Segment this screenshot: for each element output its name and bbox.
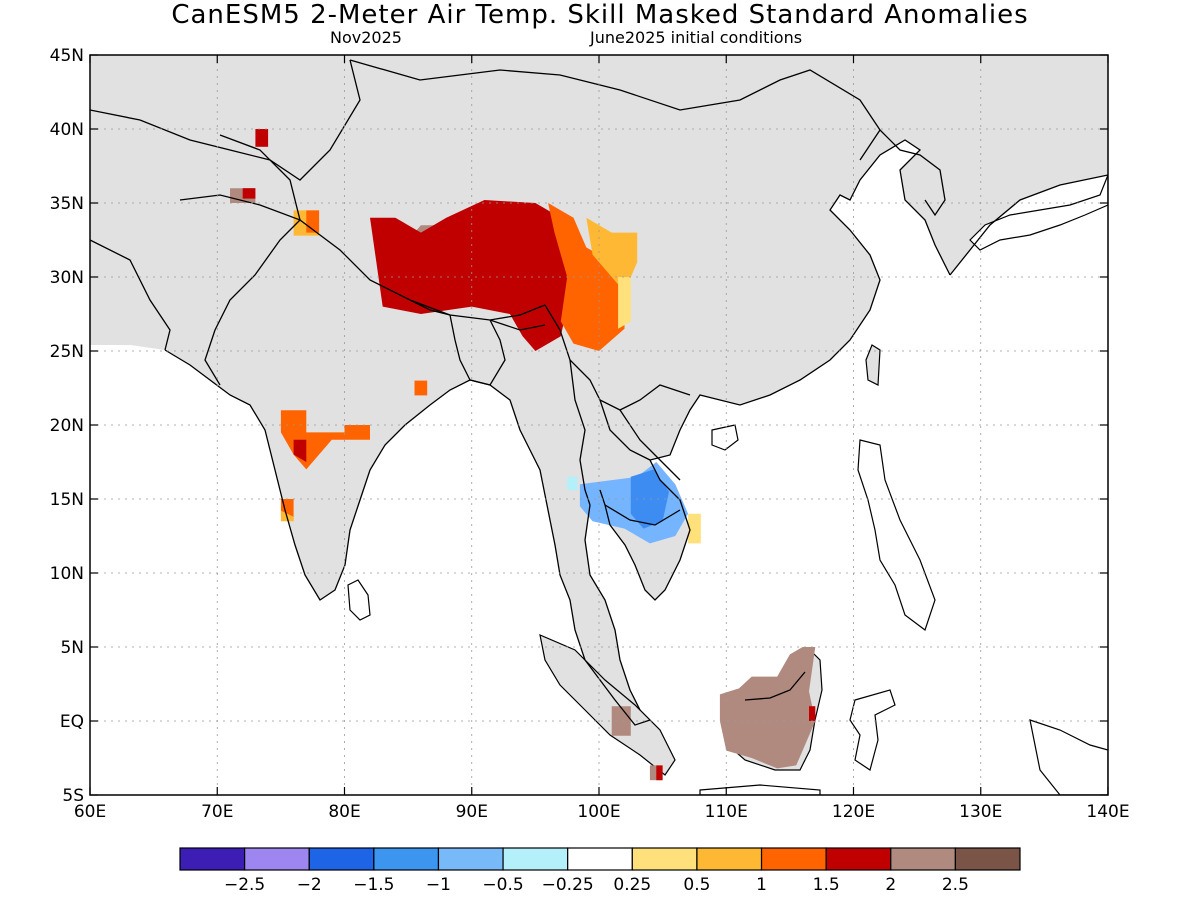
- colorbar-swatch: [760, 847, 827, 871]
- colorbar-label: −2: [297, 875, 322, 895]
- border-india-pakistan: [204, 219, 301, 386]
- border-borneo-inner: [744, 671, 806, 701]
- colorbar-label: 2: [885, 875, 896, 895]
- land-mask: [90, 55, 1108, 795]
- colorbar-swatch: [502, 847, 569, 871]
- gridlines: [90, 55, 1108, 795]
- land-philippines: [857, 439, 936, 631]
- lat-tick-label: EQ: [60, 712, 84, 732]
- land-mainland: [90, 55, 1108, 725]
- colorbar: −2.5 −2 −1.5 −1 −0.5 −0.25 0.25 0.5 1 1.5 2 2.5: [179, 847, 1021, 895]
- anomaly-ne-india-orange: [414, 380, 428, 396]
- lon-tick-label: 80E: [328, 802, 360, 822]
- land-sumatra: [539, 633, 676, 776]
- lon-tick-label: 100E: [577, 802, 620, 822]
- lat-tick-label: 40N: [50, 120, 84, 140]
- anomaly-sumatra-darkred: [656, 765, 663, 781]
- colorbar-swatch: [244, 847, 310, 871]
- lat-tick-label: 35N: [50, 194, 84, 214]
- anomaly-sichuan-orange: [548, 203, 625, 351]
- border-nepal-bhutan: [409, 299, 546, 331]
- border-korea: [879, 129, 946, 217]
- land-sulawesi: [849, 689, 896, 771]
- anomaly-indochina-yellow: [688, 513, 701, 544]
- anomaly-sumatra-brown: [611, 706, 631, 736]
- colorbar-label: −1.5: [353, 875, 394, 895]
- anomaly-borneo-brown: [719, 647, 816, 769]
- colorbar-label: 0.5: [683, 875, 710, 895]
- anomaly-pak-darkred: [242, 188, 256, 199]
- land-new-guinea: [1029, 719, 1108, 795]
- map-title: CanESM5 2-Meter Air Temp. Skill Masked S…: [171, 0, 1029, 30]
- colorbar-swatch: [308, 847, 375, 871]
- anomaly-borneo-darkred: [809, 706, 816, 721]
- lon-tick-label: 120E: [832, 802, 875, 822]
- border-central-asia: [90, 59, 361, 181]
- border-afghanistan: [179, 134, 301, 222]
- colorbar-label: −2.5: [224, 875, 265, 895]
- map-plot-area: [90, 55, 1108, 795]
- lon-tick-label: 140E: [1086, 802, 1129, 822]
- colorbar-label: −1: [426, 875, 451, 895]
- colorbar-swatch: [631, 847, 698, 871]
- colorbar-label: 2.5: [942, 875, 969, 895]
- colorbar-swatch: [890, 847, 956, 871]
- land-japan: [969, 174, 1108, 251]
- lat-tick-label: 20N: [50, 416, 84, 436]
- lat-tick-label: 30N: [50, 268, 84, 288]
- colorbar-label: 1.5: [813, 875, 840, 895]
- colorbar-swatch: [437, 847, 504, 871]
- anomaly-india-darkred: [293, 439, 307, 462]
- border-himalaya: [299, 219, 546, 321]
- anomaly-tajik-darkred: [255, 129, 269, 147]
- anomaly-sichuan-lightorange: [586, 217, 638, 292]
- border-iran: [90, 239, 171, 351]
- land-hainan: [711, 424, 739, 451]
- colorbar-label: −0.25: [542, 875, 594, 895]
- lon-tick-label: 90E: [456, 802, 488, 822]
- colorbar-swatch: [954, 847, 1021, 871]
- lat-tick-label: 25N: [50, 342, 84, 362]
- land-taiwan: [865, 344, 881, 386]
- coast-india: [164, 349, 546, 601]
- initial-conditions: June2025 initial conditions: [590, 28, 803, 47]
- land-java: [699, 784, 821, 795]
- coast-indochina: [544, 139, 951, 726]
- lat-tick-label: 45N: [50, 46, 84, 66]
- colorbar-label: −0.5: [482, 875, 523, 895]
- colorbar-swatch: [696, 847, 763, 871]
- colorbar-label: 0.25: [613, 875, 651, 895]
- colorbar-swatch: [567, 847, 633, 871]
- colorbar-swatch: [373, 847, 440, 871]
- country-borders: [90, 59, 946, 701]
- border-mongolia: [349, 59, 881, 161]
- lon-tick-label: 60E: [74, 802, 106, 822]
- lat-tick-label: 5N: [60, 638, 84, 658]
- forecast-month: Nov2025: [330, 28, 402, 47]
- anomaly-sichuan-yellow: [618, 277, 631, 329]
- coastlines: [164, 139, 1108, 726]
- land-sri-lanka: [347, 579, 371, 621]
- colorbar-swatch: [179, 847, 246, 871]
- lon-tick-label: 70E: [201, 802, 233, 822]
- colorbar-swatch: [825, 847, 892, 871]
- anomaly-indochina-cyan: [567, 476, 578, 491]
- lon-tick-label: 130E: [959, 802, 1002, 822]
- lat-tick-label: 10N: [50, 564, 84, 584]
- lon-tick-label: 110E: [705, 802, 748, 822]
- anomaly-indochina-midblue: [630, 469, 669, 529]
- lat-tick-label: 15N: [50, 490, 84, 510]
- coast-china-north: [949, 174, 1108, 276]
- border-myanmar-thailand: [569, 359, 591, 506]
- lat-tick-label: 5S: [62, 786, 84, 806]
- axis-ticks: 60E 70E 80E 90E 100E 110E 120E 130E 140E 45N 40N 35…: [50, 46, 1130, 822]
- colorbar-label: 1: [756, 875, 767, 895]
